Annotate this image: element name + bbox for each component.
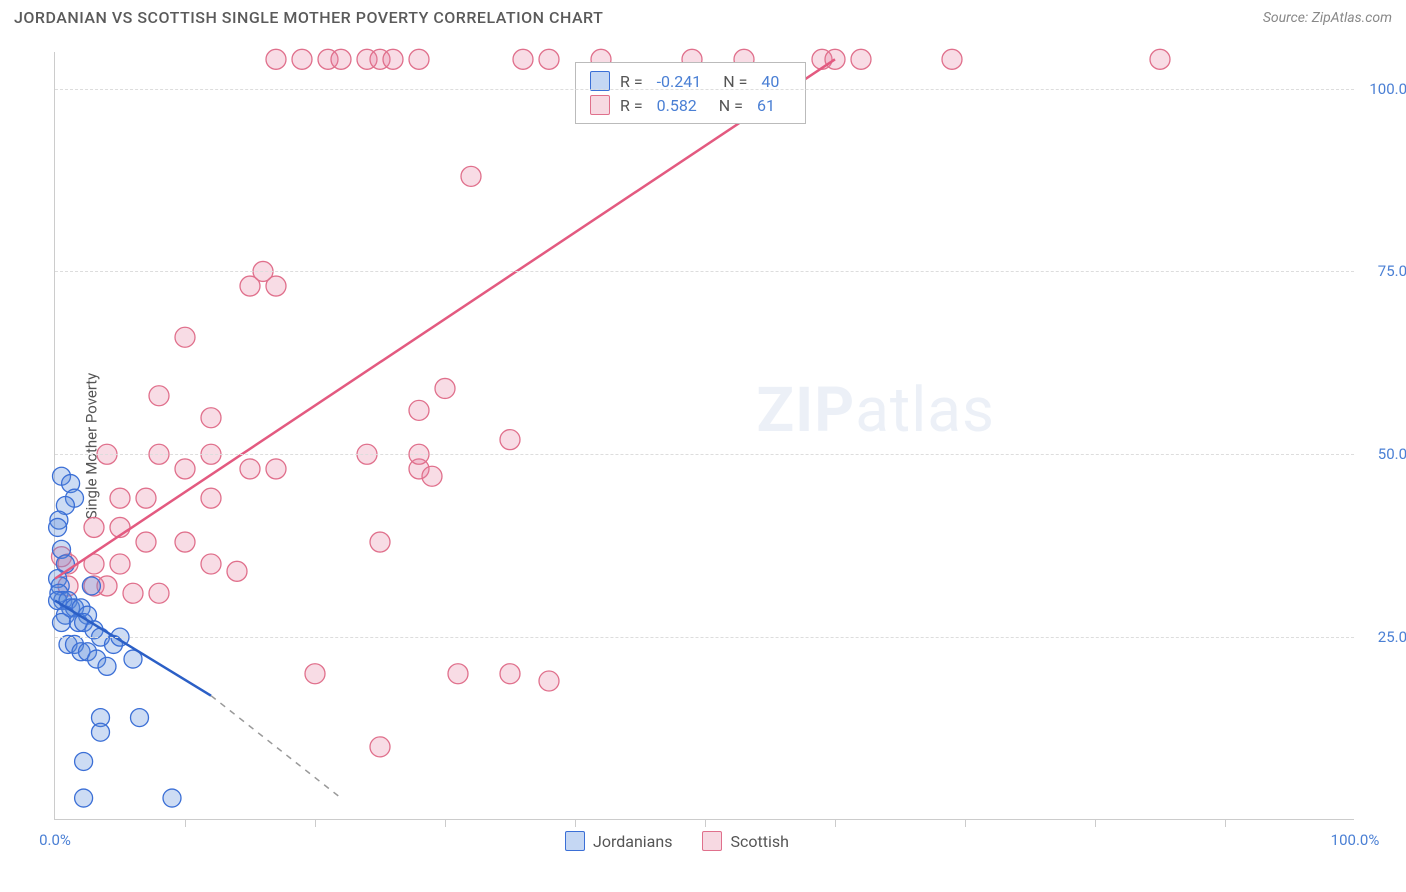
jordanians-point	[75, 789, 93, 807]
scottish-point	[84, 517, 104, 537]
scottish-point	[1150, 49, 1170, 69]
x-tick	[1225, 819, 1226, 827]
y-tick-label: 75.0%	[1378, 262, 1406, 280]
scottish-point	[448, 664, 468, 684]
jordanians-point	[75, 752, 93, 770]
chart-area: ZIPatlas R = -0.241 N = 40 R = 0.582 N =…	[54, 52, 1354, 820]
scottish-point	[383, 49, 403, 69]
legend-item-scottish: Scottish	[702, 831, 788, 851]
scottish-point	[136, 532, 156, 552]
x-tick	[575, 819, 576, 827]
swatch-scottish-icon	[702, 831, 722, 851]
swatch-jordanians-icon	[565, 831, 585, 851]
scottish-point	[942, 49, 962, 69]
y-tick-label: 25.0%	[1378, 628, 1406, 646]
legend-item-jordanians: Jordanians	[565, 831, 672, 851]
scottish-point	[149, 583, 169, 603]
series-legend: Jordanians Scottish	[565, 831, 789, 851]
scottish-point	[461, 166, 481, 186]
trendline-scottish	[55, 59, 835, 578]
jordanians-point	[49, 518, 67, 536]
scottish-point	[409, 49, 429, 69]
x-tick	[1095, 819, 1096, 827]
scottish-point	[266, 459, 286, 479]
scottish-point	[266, 276, 286, 296]
jordanians-point	[53, 614, 71, 632]
scottish-point	[175, 327, 195, 347]
scottish-point	[539, 671, 559, 691]
scottish-point	[201, 408, 221, 428]
jordanians-point	[131, 709, 149, 727]
n-label: N =	[719, 96, 743, 115]
scottish-point	[825, 49, 845, 69]
scottish-point	[370, 532, 390, 552]
chart-source: Source: ZipAtlas.com	[1263, 10, 1392, 26]
x-tick	[965, 819, 966, 827]
correlation-legend-box: R = -0.241 N = 40 R = 0.582 N = 61	[575, 62, 806, 124]
scottish-point	[201, 554, 221, 574]
y-tick-label: 100.0%	[1369, 80, 1406, 98]
scottish-point	[240, 459, 260, 479]
x-tick	[835, 819, 836, 827]
scottish-point	[435, 378, 455, 398]
scottish-point	[175, 459, 195, 479]
legend-row-scottish: R = 0.582 N = 61	[590, 93, 791, 117]
scottish-point	[370, 737, 390, 757]
scottish-point	[110, 554, 130, 574]
scottish-point	[110, 488, 130, 508]
gridline	[55, 271, 1354, 272]
scottish-point	[409, 400, 429, 420]
scottish-point	[175, 532, 195, 552]
scottish-point	[851, 49, 871, 69]
scottish-point	[292, 49, 312, 69]
trendline-jordanians-dashed	[211, 696, 341, 798]
r-value-scottish: 0.582	[657, 96, 697, 115]
scottish-point	[422, 466, 442, 486]
x-tick	[445, 819, 446, 827]
scottish-point	[305, 664, 325, 684]
legend-label-jordanians: Jordanians	[593, 832, 672, 851]
scottish-point	[266, 49, 286, 69]
legend-label-scottish: Scottish	[730, 832, 788, 851]
jordanians-point	[92, 723, 110, 741]
plot-svg	[55, 52, 1355, 820]
jordanians-point	[163, 789, 181, 807]
r-label: R =	[620, 96, 643, 115]
gridline	[55, 89, 1354, 90]
scottish-point	[123, 583, 143, 603]
chart-title: JORDANIAN VS SCOTTISH SINGLE MOTHER POVE…	[14, 8, 603, 27]
jordanians-point	[82, 577, 100, 595]
scottish-point	[240, 276, 260, 296]
gridline	[55, 454, 1354, 455]
scottish-point	[136, 488, 156, 508]
scottish-point	[201, 488, 221, 508]
scottish-point	[513, 49, 533, 69]
x-tick-label: 100.0%	[1331, 831, 1380, 849]
scottish-point	[500, 664, 520, 684]
scottish-point	[500, 430, 520, 450]
scottish-point	[331, 49, 351, 69]
x-tick-label: 0.0%	[39, 831, 71, 849]
gridline	[55, 637, 1354, 638]
scottish-point	[149, 386, 169, 406]
plot-frame: ZIPatlas R = -0.241 N = 40 R = 0.582 N =…	[54, 52, 1354, 820]
x-tick	[705, 819, 706, 827]
jordanians-point	[98, 657, 116, 675]
x-tick	[315, 819, 316, 827]
scottish-point	[227, 561, 247, 581]
y-tick-label: 50.0%	[1378, 445, 1406, 463]
n-value-scottish: 61	[757, 96, 775, 115]
scottish-point	[539, 49, 559, 69]
x-tick	[185, 819, 186, 827]
swatch-scottish-icon	[590, 95, 610, 115]
